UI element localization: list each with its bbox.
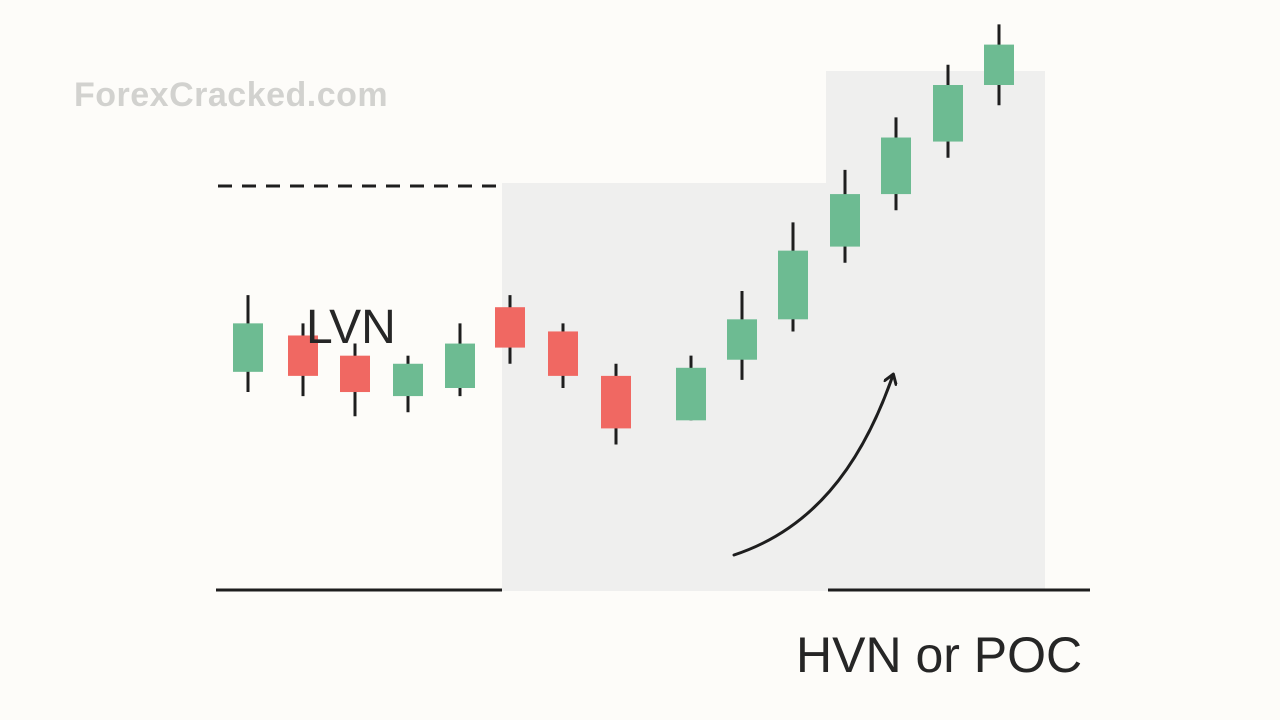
bullish-candle-body <box>233 323 263 372</box>
bullish-candle-body <box>727 319 757 360</box>
bullish-candle-body <box>881 137 911 195</box>
trend-arrow <box>732 375 893 557</box>
bullish-candle-body <box>393 363 423 397</box>
candle-15 <box>984 24 1014 106</box>
hvn-zone-lower <box>502 183 1045 591</box>
bullish-candle-body <box>676 367 706 421</box>
candle-10 <box>727 291 757 380</box>
candle-4 <box>393 355 423 413</box>
bearish-candle-body <box>340 355 370 393</box>
candle-2 <box>288 323 318 397</box>
bearish-candle-body <box>548 331 578 376</box>
candle-3 <box>340 343 370 417</box>
bullish-candle-body <box>445 343 475 388</box>
watermark-text: ForexCracked.com <box>74 76 389 114</box>
bullish-candle-body <box>778 250 808 320</box>
bullish-candle-body <box>830 194 860 247</box>
candlestick-series <box>233 24 1014 445</box>
candle-1 <box>233 295 263 393</box>
candle-5 <box>445 323 475 397</box>
bullish-candle-body <box>984 44 1014 85</box>
candle-9 <box>676 355 706 421</box>
lvn-label: LVN <box>306 301 396 354</box>
hvn-poc-label: HVN or POC <box>796 627 1083 683</box>
bullish-candle-body <box>933 85 963 142</box>
candle-7 <box>548 323 578 388</box>
bearish-candle-body <box>288 335 318 376</box>
candle-14 <box>933 64 963 158</box>
bearish-candle-body <box>495 307 525 348</box>
candle-8 <box>601 363 631 445</box>
bearish-candle-body <box>601 375 631 429</box>
candle-13 <box>881 117 911 211</box>
candle-12 <box>830 169 860 263</box>
candle-6 <box>495 295 525 364</box>
candle-11 <box>778 222 808 332</box>
